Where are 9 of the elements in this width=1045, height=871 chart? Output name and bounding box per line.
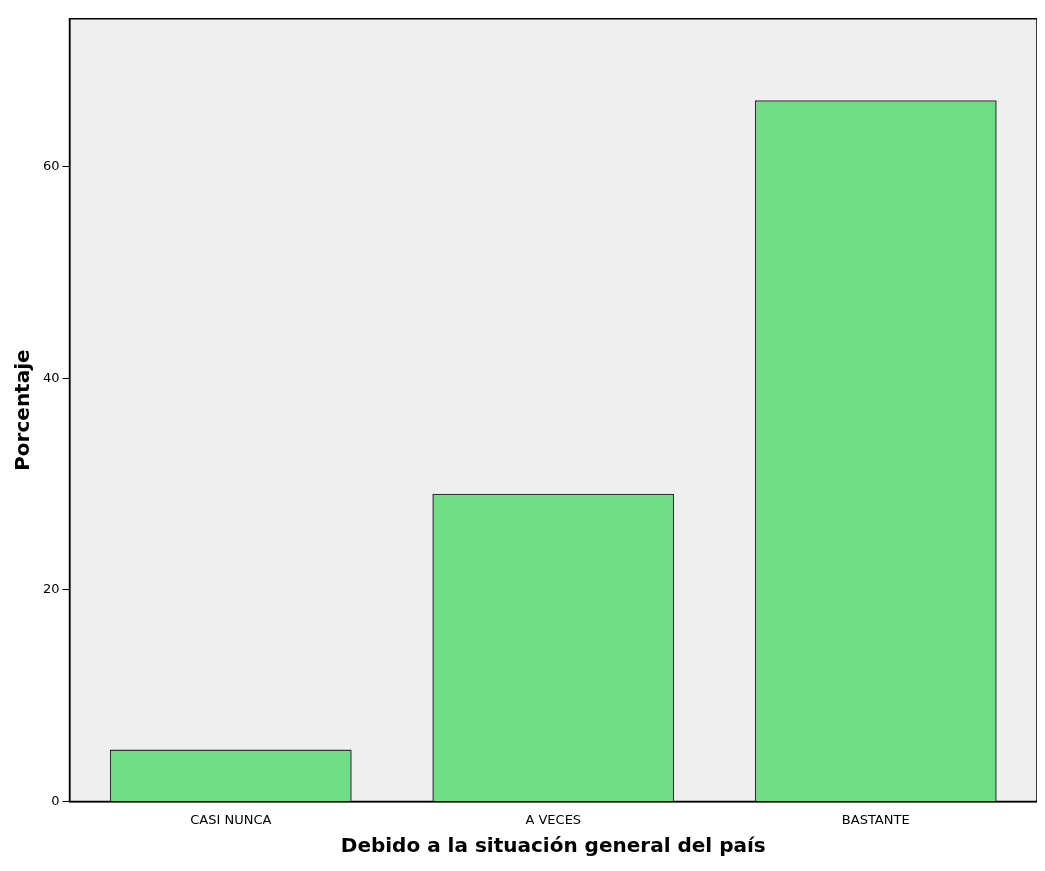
x-tick-label: CASI NUNCA	[190, 811, 272, 827]
y-tick-label: 20	[43, 581, 60, 597]
x-axis-title: Debido a la situación general del país	[340, 833, 766, 858]
y-tick-label: 0	[51, 792, 60, 808]
x-tick-label: BASTANTE	[841, 811, 910, 827]
x-tick-label: A VECES	[525, 811, 582, 827]
y-axis-title: Porcentaje	[10, 349, 35, 471]
y-tick-label: 40	[43, 369, 60, 385]
y-tick-label: 60	[43, 158, 60, 174]
